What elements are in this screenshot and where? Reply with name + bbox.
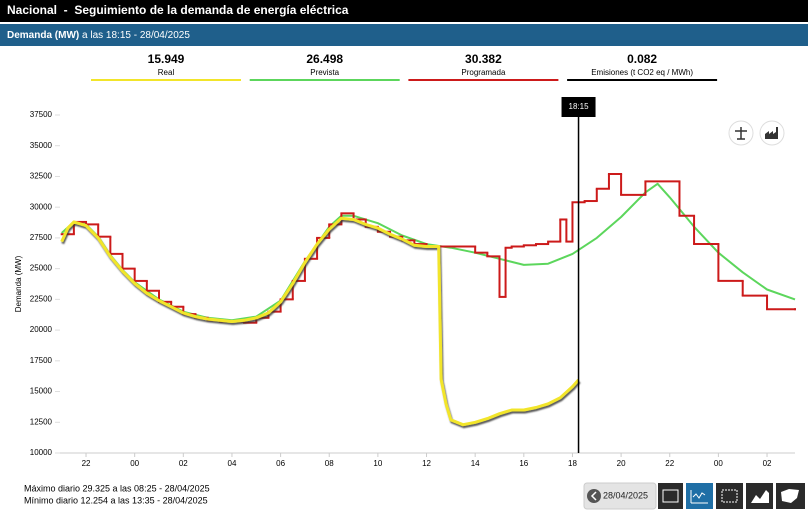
stat-label: Programada xyxy=(461,68,506,77)
x-tick-label: 18 xyxy=(568,459,577,468)
series-line xyxy=(61,182,796,322)
daily-min: Mínimo diario 12.254 a las 13:35 - 28/04… xyxy=(24,495,208,505)
y-tick-label: 25000 xyxy=(30,264,53,273)
series-line xyxy=(60,216,580,427)
header-bar xyxy=(0,0,808,22)
x-tick-label: 00 xyxy=(714,459,723,468)
stat-label: Real xyxy=(158,68,175,77)
x-tick-label: 16 xyxy=(519,459,528,468)
x-tick-label: 08 xyxy=(325,459,334,468)
subheader-time: a las 18:15 - 28/04/2025 xyxy=(79,30,190,41)
x-tick-label: 14 xyxy=(471,459,480,468)
x-tick-label: 12 xyxy=(422,459,431,468)
x-tick-label: 00 xyxy=(130,459,139,468)
y-tick-label: 35000 xyxy=(30,141,53,150)
stat-label: Emisiones (t CO2 eq / MWh) xyxy=(591,68,693,77)
cursor-label: 18:15 xyxy=(569,102,590,111)
y-tick-label: 17500 xyxy=(30,356,53,365)
x-tick-label: 22 xyxy=(665,459,674,468)
x-tick-label: 04 xyxy=(228,459,237,468)
subheader-label: Demanda (MW) xyxy=(7,30,79,41)
chart-icon xyxy=(690,490,708,504)
stat-value: 30.382 xyxy=(465,52,502,66)
grid-view-button[interactable] xyxy=(716,483,743,509)
y-tick-label: 37500 xyxy=(30,110,53,119)
chart-view-button[interactable] xyxy=(686,483,713,509)
stat-value: 26.498 xyxy=(306,52,343,66)
table-icon xyxy=(662,489,679,503)
subheader: Demanda (MW) a las 18:15 - 28/04/2025 xyxy=(7,30,190,41)
date-text: 28/04/2025 xyxy=(603,490,648,500)
header-title: Nacional - Seguimiento de la demanda de … xyxy=(7,3,349,17)
y-tick-label: 12500 xyxy=(30,417,53,426)
x-tick-label: 10 xyxy=(373,459,382,468)
stat-value: 0.082 xyxy=(627,52,657,66)
x-tick-label: 20 xyxy=(617,459,626,468)
stat-value: 15.949 xyxy=(148,52,185,66)
y-tick-label: 22500 xyxy=(30,294,53,303)
table-view-button[interactable] xyxy=(658,483,683,509)
date-picker[interactable] xyxy=(583,482,657,510)
x-tick-label: 02 xyxy=(179,459,188,468)
stat-label: Prevista xyxy=(310,68,339,77)
map-icon xyxy=(781,489,799,503)
stack-icon xyxy=(751,490,769,503)
y-axis-title: Demanda (MW) xyxy=(14,255,23,312)
x-tick-label: 02 xyxy=(763,459,772,468)
y-tick-label: 32500 xyxy=(30,172,53,181)
y-tick-label: 27500 xyxy=(30,233,53,242)
daily-max: Máximo diario 29.325 a las 08:25 - 28/04… xyxy=(24,483,210,493)
prev-icon xyxy=(590,491,597,501)
y-tick-label: 10000 xyxy=(30,448,53,457)
x-tick-label: 06 xyxy=(276,459,285,468)
cursor-label-box xyxy=(561,97,596,117)
subheader-bar xyxy=(0,24,808,46)
prev-day-button[interactable] xyxy=(587,489,601,503)
y-tick-label: 15000 xyxy=(30,387,53,396)
y-tick-label: 20000 xyxy=(30,325,53,334)
factory-icon xyxy=(765,127,778,139)
x-tick-label: 22 xyxy=(82,459,91,468)
tool-buttons xyxy=(728,120,785,146)
wind-icon xyxy=(735,127,747,140)
grid-icon xyxy=(721,489,738,503)
y-tick-label: 30000 xyxy=(30,202,53,211)
